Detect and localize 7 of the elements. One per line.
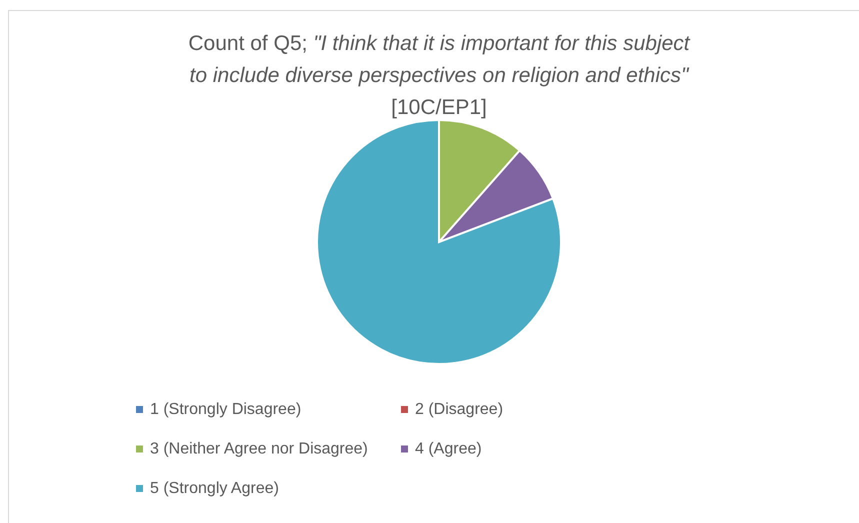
legend-label: 4 (Agree) bbox=[415, 440, 482, 458]
chart-title: Count of Q5; "I think that it is important for this subject to include diverse perspectives on religion and ethics" [10C/EP1] bbox=[188, 32, 690, 119]
legend-label: 2 (Disagree) bbox=[415, 401, 504, 418]
pie-slice bbox=[316, 119, 562, 365]
legend-label: 5 (Strongly Agree) bbox=[150, 480, 279, 498]
legend-label: 3 (Neither Agree nor Disagree) bbox=[150, 440, 368, 458]
legend-label: 1 (Strongly Disagree) bbox=[150, 401, 302, 418]
